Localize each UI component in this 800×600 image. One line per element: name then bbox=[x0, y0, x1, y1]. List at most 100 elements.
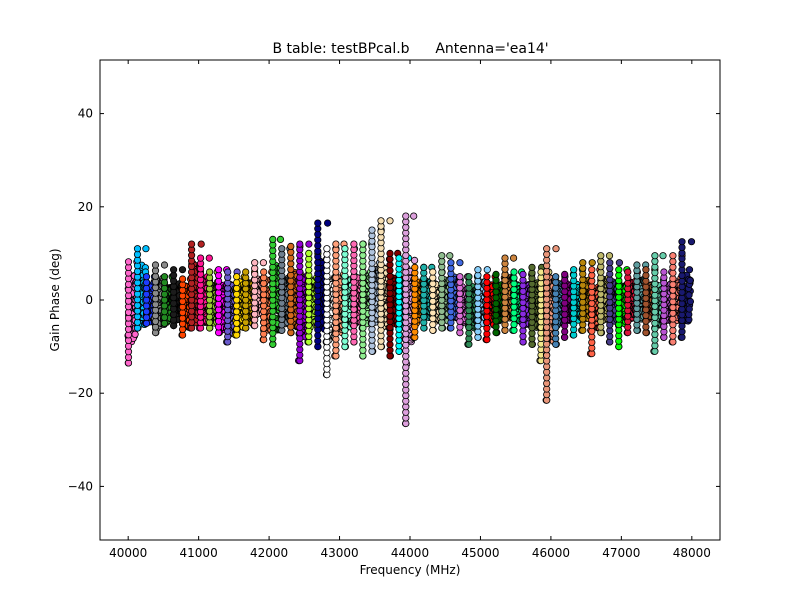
data-point bbox=[483, 266, 491, 274]
data-point bbox=[142, 290, 151, 298]
data-point bbox=[605, 252, 614, 260]
data-point bbox=[142, 308, 151, 316]
data-point bbox=[259, 259, 267, 267]
data-point bbox=[131, 330, 139, 338]
data-point bbox=[510, 320, 518, 329]
data-point bbox=[233, 290, 241, 298]
data-point bbox=[179, 275, 187, 283]
data-point bbox=[377, 217, 385, 225]
data-point bbox=[278, 245, 286, 253]
data-point bbox=[206, 268, 214, 276]
data-point bbox=[151, 261, 160, 269]
data-point bbox=[465, 273, 473, 281]
spw-series bbox=[314, 219, 332, 351]
data-point bbox=[543, 245, 551, 253]
spw-series bbox=[214, 266, 232, 337]
data-point bbox=[456, 273, 464, 281]
data-point bbox=[350, 240, 358, 248]
data-point bbox=[359, 240, 367, 248]
data-point bbox=[260, 268, 268, 276]
data-point bbox=[588, 259, 596, 267]
data-point bbox=[429, 268, 437, 276]
data-point bbox=[552, 273, 560, 281]
data-point bbox=[323, 245, 331, 253]
data-point bbox=[633, 261, 641, 269]
data-point bbox=[659, 252, 667, 260]
data-point bbox=[615, 266, 623, 274]
data-point bbox=[368, 226, 376, 234]
data-point bbox=[669, 252, 677, 260]
data-point bbox=[205, 254, 213, 262]
data-point bbox=[386, 249, 394, 257]
data-point bbox=[276, 235, 285, 243]
data-point bbox=[411, 263, 419, 271]
data-point bbox=[624, 268, 632, 276]
data-point bbox=[142, 273, 151, 281]
data-point bbox=[386, 217, 394, 225]
data-point bbox=[296, 240, 304, 248]
data-point bbox=[561, 270, 569, 278]
data-point bbox=[188, 240, 196, 248]
data-point bbox=[651, 252, 659, 260]
data-point bbox=[133, 245, 142, 253]
data-point bbox=[510, 268, 518, 276]
data-point bbox=[410, 212, 418, 220]
data-point bbox=[332, 240, 340, 248]
data-point bbox=[579, 259, 587, 267]
data-point bbox=[197, 254, 205, 262]
data-point bbox=[233, 308, 241, 316]
data-point bbox=[492, 270, 500, 278]
data-point bbox=[160, 308, 169, 316]
data-point bbox=[528, 263, 536, 271]
data-point bbox=[446, 252, 454, 260]
data-point bbox=[341, 245, 349, 253]
data-point bbox=[124, 258, 133, 266]
data-point bbox=[570, 266, 578, 274]
data-point bbox=[305, 240, 313, 248]
data-point bbox=[160, 261, 169, 269]
data-point bbox=[492, 317, 500, 325]
data-point bbox=[429, 274, 437, 282]
data-point bbox=[492, 294, 500, 302]
data-point bbox=[160, 290, 169, 298]
data-point bbox=[402, 212, 410, 220]
data-point bbox=[178, 266, 187, 274]
data-point bbox=[160, 273, 169, 281]
data-point bbox=[519, 270, 527, 278]
data-point bbox=[501, 254, 509, 262]
data-point bbox=[410, 256, 419, 264]
data-point bbox=[251, 259, 259, 267]
data-point bbox=[323, 219, 332, 227]
data-point bbox=[642, 266, 650, 274]
data-point bbox=[510, 297, 518, 305]
data-point bbox=[510, 274, 518, 282]
data-point bbox=[615, 259, 624, 267]
data-point bbox=[447, 259, 455, 267]
data-point bbox=[287, 242, 295, 250]
data-points-layer bbox=[124, 212, 696, 428]
data-point bbox=[509, 254, 518, 262]
data-point bbox=[170, 266, 178, 274]
data-point bbox=[395, 254, 403, 262]
data-point bbox=[233, 331, 241, 339]
data-point bbox=[233, 273, 241, 281]
data-point bbox=[197, 240, 205, 248]
data-point bbox=[224, 268, 232, 276]
data-point bbox=[474, 266, 482, 274]
data-point bbox=[597, 252, 605, 260]
data-point bbox=[142, 245, 150, 253]
chart-subtitle: Antenna='ea14' bbox=[435, 41, 548, 57]
data-point bbox=[588, 266, 596, 274]
data-point bbox=[456, 259, 464, 267]
data-point bbox=[314, 219, 322, 227]
data-point bbox=[606, 259, 614, 267]
data-point bbox=[660, 268, 668, 276]
data-point bbox=[483, 273, 491, 281]
data-point bbox=[242, 268, 250, 276]
data-point bbox=[269, 235, 277, 243]
data-point bbox=[429, 320, 437, 329]
data-point bbox=[552, 245, 560, 253]
data-point bbox=[429, 297, 437, 305]
data-point bbox=[305, 249, 313, 257]
